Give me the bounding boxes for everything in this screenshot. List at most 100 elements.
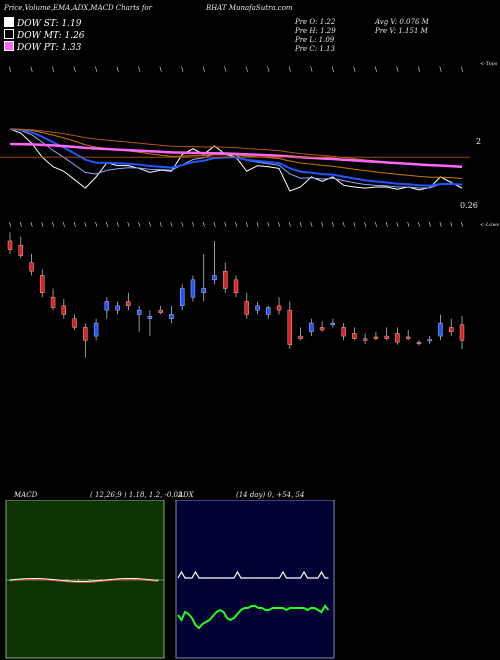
top-tick: \ xyxy=(353,66,356,73)
adx-label: ADX xyxy=(178,491,194,499)
low-tick: \ xyxy=(407,222,410,228)
low-tick: \ xyxy=(138,222,141,228)
macd-params: ( 12,26,9 ) 1.18, 1.2, -0.02 xyxy=(90,491,183,499)
top-tick: \ xyxy=(160,66,163,73)
price-level-label: 2 xyxy=(476,137,482,146)
low-tick: \ xyxy=(375,222,378,228)
low-tick: \ xyxy=(31,222,34,228)
legend-label-pt: DOW PT: 1.33 xyxy=(17,43,82,53)
low-tick: \ xyxy=(95,222,98,228)
low-tick: \ xyxy=(396,222,399,228)
prev-close: Pre C: 1.13 xyxy=(295,45,335,53)
candle-up xyxy=(309,322,314,332)
chart-title: Price,Volume,EMA,ADX,MACD Charts for xyxy=(4,4,152,12)
legend-swatch-st xyxy=(4,17,14,27)
candle-up xyxy=(427,339,432,342)
candle-down xyxy=(352,333,357,339)
low-tick: \ xyxy=(289,222,292,228)
low-tick: \ xyxy=(52,222,55,228)
top-tick: \ xyxy=(289,66,292,73)
candle-up xyxy=(190,279,196,298)
top-tick: \ xyxy=(418,66,421,73)
candle-up xyxy=(255,305,260,311)
candle-down xyxy=(341,327,346,337)
candle-up xyxy=(136,309,142,315)
candle-down xyxy=(223,271,228,289)
legend-swatch-pt xyxy=(4,41,14,51)
candle-down xyxy=(416,341,422,344)
low-tick: \ xyxy=(278,222,281,228)
low-tick: \ xyxy=(246,222,249,228)
top-tick: \ xyxy=(396,66,399,73)
low-tick: \ xyxy=(461,222,464,228)
legend-dow-pt: DOW PT: 1.33 xyxy=(4,41,81,53)
prev-volume: Pre V: 1.151 M xyxy=(375,27,428,35)
legend-dow-mt: DOW MT: 1.26 xyxy=(4,29,85,41)
candle-up xyxy=(330,322,336,326)
candle-down xyxy=(126,301,131,307)
low-tick: \ xyxy=(450,222,453,228)
price-low-label: 0.26 xyxy=(460,201,478,210)
ema-price-chart: \ \ \ \ \ \ \ \ \ \ \ \ \ \ \ \ \ \ \ \ \ \ xyxy=(0,66,470,192)
low-tick: \ xyxy=(170,222,173,228)
low-tick: \ xyxy=(267,222,270,228)
adx-panel-bg xyxy=(175,500,335,659)
low-tick: \ xyxy=(74,222,77,228)
adx-line xyxy=(177,570,329,579)
tops-label: <-Tops xyxy=(480,61,498,67)
candle-down xyxy=(7,240,13,250)
candle-down xyxy=(298,335,303,339)
low-tick: \ xyxy=(418,222,421,228)
symbol-source: BHAT MunafaSutra.com xyxy=(206,4,293,12)
legend-label-st: DOW ST: 1.19 xyxy=(17,19,82,29)
candle-up xyxy=(179,288,185,307)
low-tick: \ xyxy=(213,222,216,228)
top-tick: \ xyxy=(31,66,34,73)
top-tick: \ xyxy=(439,66,442,73)
low-tick: \ xyxy=(439,222,442,228)
candle-down xyxy=(40,275,45,294)
top-tick: \ xyxy=(267,66,270,73)
top-tick: \ xyxy=(9,66,12,73)
low-tick: \ xyxy=(300,222,303,228)
low-tick: \ xyxy=(192,222,195,228)
legend-swatch-mt xyxy=(4,29,14,39)
low-tick: \ xyxy=(149,222,152,228)
candle-up xyxy=(169,314,174,319)
candle-down xyxy=(373,336,379,339)
low-tick: \ xyxy=(310,222,313,228)
top-tick: \ xyxy=(95,66,98,73)
candle-down xyxy=(158,309,163,313)
low-tick: \ xyxy=(41,222,44,228)
low-tick: \ xyxy=(9,222,12,228)
top-tick: \ xyxy=(246,66,249,73)
low-tick: \ xyxy=(160,222,163,228)
candle-down xyxy=(244,301,249,315)
top-tick: \ xyxy=(52,66,55,73)
top-tick: \ xyxy=(461,66,464,73)
candle-down xyxy=(287,309,293,345)
top-tick: \ xyxy=(224,66,227,73)
top-tick: \ xyxy=(138,66,141,73)
low-tick: \ xyxy=(321,222,324,228)
low-tick: \ xyxy=(343,222,346,228)
candle-up xyxy=(438,322,443,337)
low-tick: \ xyxy=(84,222,87,228)
candle-down xyxy=(362,338,368,341)
low-tick: \ xyxy=(224,222,227,228)
low-tick: \ xyxy=(364,222,367,228)
low-tick: \ xyxy=(63,222,66,228)
legend-label-mt: DOW MT: 1.26 xyxy=(17,31,85,41)
candle-down xyxy=(29,262,34,272)
low-tick: \ xyxy=(181,222,184,228)
adx-params: (14 day) 0, +54, 54 xyxy=(236,491,305,499)
candle-up xyxy=(104,301,110,311)
low-tick: \ xyxy=(117,222,120,228)
di-line xyxy=(177,604,330,630)
lows-label: <-Lows xyxy=(480,222,500,228)
candle-down xyxy=(233,279,239,294)
low-tick: \ xyxy=(106,222,109,228)
low-tick: \ xyxy=(429,222,432,228)
low-tick: \ xyxy=(127,222,130,228)
candle-up xyxy=(93,322,99,337)
